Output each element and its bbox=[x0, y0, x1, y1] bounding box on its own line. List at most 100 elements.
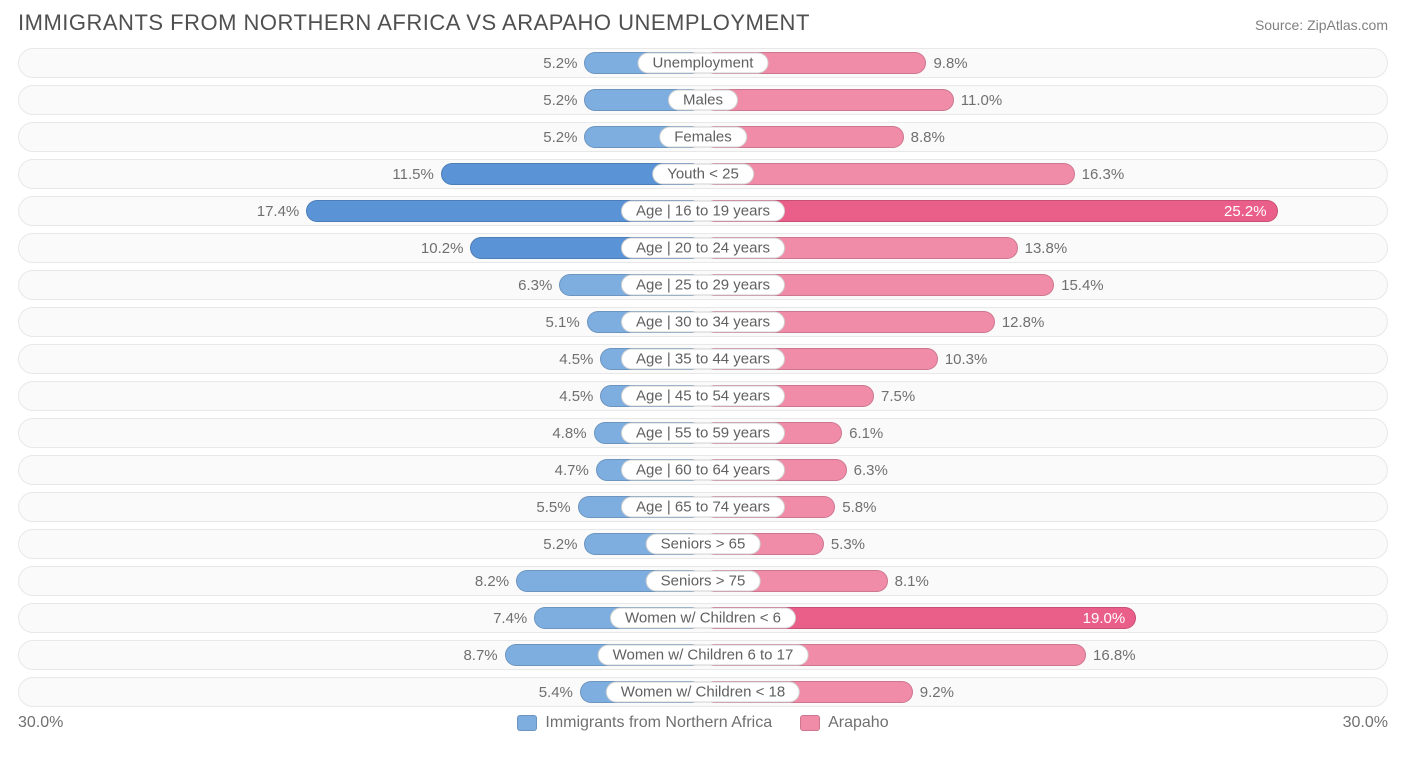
row-left-half: 5.5% bbox=[19, 493, 703, 521]
row-right-half: 9.8% bbox=[703, 49, 1387, 77]
value-label-right: 15.4% bbox=[1053, 277, 1112, 294]
row-right-half: 6.3% bbox=[703, 456, 1387, 484]
header: IMMIGRANTS FROM NORTHERN AFRICA VS ARAPA… bbox=[18, 10, 1388, 36]
row-right-half: 8.1% bbox=[703, 567, 1387, 595]
value-label-right: 13.8% bbox=[1017, 240, 1076, 257]
chart-row: 8.7%16.8%Women w/ Children 6 to 17 bbox=[18, 640, 1388, 670]
chart-row: 10.2% 13.8% Age | 20 to 24 years bbox=[18, 233, 1388, 263]
value-label-left: 5.2% bbox=[535, 55, 585, 72]
category-label: Age | 60 to 64 years bbox=[621, 460, 785, 481]
row-left-half: 4.5% bbox=[19, 382, 703, 410]
value-label-left: 5.4% bbox=[531, 684, 581, 701]
category-label: Seniors > 65 bbox=[646, 534, 761, 555]
legend: Immigrants from Northern Africa Arapaho bbox=[517, 714, 888, 732]
category-label: Women w/ Children < 18 bbox=[606, 682, 800, 703]
chart-row: 5.2% 9.8% Unemployment bbox=[18, 48, 1388, 78]
category-label: Age | 35 to 44 years bbox=[621, 349, 785, 370]
value-label-left: 4.8% bbox=[544, 425, 594, 442]
value-label-right: 7.5% bbox=[873, 388, 923, 405]
chart-row: 8.2%8.1%Seniors > 75 bbox=[18, 566, 1388, 596]
value-label-right: 6.1% bbox=[841, 425, 891, 442]
value-label-left: 10.2% bbox=[413, 240, 472, 257]
chart-footer: 30.0% Immigrants from Northern Africa Ar… bbox=[18, 714, 1388, 732]
row-right-half: 16.3% bbox=[703, 160, 1387, 188]
category-label: Males bbox=[668, 90, 738, 111]
row-left-half: 5.2% bbox=[19, 49, 703, 77]
row-left-half: 10.2% bbox=[19, 234, 703, 262]
category-label: Age | 20 to 24 years bbox=[621, 238, 785, 259]
row-right-half: 7.5% bbox=[703, 382, 1387, 410]
row-left-half: 5.2% bbox=[19, 86, 703, 114]
row-right-half: 13.8% bbox=[703, 234, 1387, 262]
value-label-right: 25.2% bbox=[1214, 203, 1277, 220]
legend-label-left: Immigrants from Northern Africa bbox=[545, 714, 772, 732]
row-left-half: 4.5% bbox=[19, 345, 703, 373]
chart-row: 4.5%7.5%Age | 45 to 54 years bbox=[18, 381, 1388, 411]
bar-right: 11.0% bbox=[703, 89, 954, 111]
chart-row: 4.5% 10.3% Age | 35 to 44 years bbox=[18, 344, 1388, 374]
row-right-half: 8.8% bbox=[703, 123, 1387, 151]
value-label-left: 5.2% bbox=[535, 536, 585, 553]
chart-row: 11.5%16.3%Youth < 25 bbox=[18, 159, 1388, 189]
row-right-half: 5.3% bbox=[703, 530, 1387, 558]
chart-row: 6.3% 15.4% Age | 25 to 29 years bbox=[18, 270, 1388, 300]
bar-right: 16.3% bbox=[703, 163, 1075, 185]
row-left-half: 4.8% bbox=[19, 419, 703, 447]
value-label-left: 17.4% bbox=[249, 203, 308, 220]
value-label-right: 6.3% bbox=[846, 462, 896, 479]
row-right-half: 15.4% bbox=[703, 271, 1387, 299]
legend-swatch-right bbox=[800, 715, 820, 731]
value-label-left: 5.5% bbox=[528, 499, 578, 516]
axis-max-right: 30.0% bbox=[1343, 714, 1388, 732]
value-label-left: 8.7% bbox=[455, 647, 505, 664]
category-label: Youth < 25 bbox=[652, 164, 754, 185]
chart-row: 5.2%8.8%Females bbox=[18, 122, 1388, 152]
row-left-half: 8.2% bbox=[19, 567, 703, 595]
value-label-left: 6.3% bbox=[510, 277, 560, 294]
row-left-half: 11.5% bbox=[19, 160, 703, 188]
row-right-half: 5.8% bbox=[703, 493, 1387, 521]
row-left-half: 7.4% bbox=[19, 604, 703, 632]
value-label-left: 11.5% bbox=[384, 166, 441, 183]
legend-item-right: Arapaho bbox=[800, 714, 889, 732]
chart-title: IMMIGRANTS FROM NORTHERN AFRICA VS ARAPA… bbox=[18, 10, 810, 36]
chart-row: 5.2%11.0%Males bbox=[18, 85, 1388, 115]
value-label-right: 8.1% bbox=[887, 573, 937, 590]
row-right-half: 9.2% bbox=[703, 678, 1387, 706]
category-label: Unemployment bbox=[638, 53, 769, 74]
value-label-left: 5.2% bbox=[535, 129, 585, 146]
row-right-half: 11.0% bbox=[703, 86, 1387, 114]
value-label-right: 19.0% bbox=[1073, 610, 1136, 627]
value-label-right: 10.3% bbox=[937, 351, 996, 368]
value-label-right: 11.0% bbox=[953, 92, 1010, 109]
row-right-half: 25.2% bbox=[703, 197, 1387, 225]
row-left-half: 5.2% bbox=[19, 530, 703, 558]
legend-item-left: Immigrants from Northern Africa bbox=[517, 714, 772, 732]
chart-row: 5.1%12.8%Age | 30 to 34 years bbox=[18, 307, 1388, 337]
chart-row: 7.4% 19.0% Women w/ Children < 6 bbox=[18, 603, 1388, 633]
value-label-left: 5.1% bbox=[538, 314, 588, 331]
value-label-right: 16.3% bbox=[1074, 166, 1133, 183]
value-label-right: 5.8% bbox=[834, 499, 884, 516]
row-left-half: 5.4% bbox=[19, 678, 703, 706]
row-right-half: 6.1% bbox=[703, 419, 1387, 447]
row-right-half: 12.8% bbox=[703, 308, 1387, 336]
row-left-half: 4.7% bbox=[19, 456, 703, 484]
category-label: Age | 25 to 29 years bbox=[621, 275, 785, 296]
category-label: Women w/ Children < 6 bbox=[610, 608, 796, 629]
value-label-right: 8.8% bbox=[903, 129, 953, 146]
value-label-right: 5.3% bbox=[823, 536, 873, 553]
legend-swatch-left bbox=[517, 715, 537, 731]
category-label: Age | 16 to 19 years bbox=[621, 201, 785, 222]
chart-row: 4.8% 6.1% Age | 55 to 59 years bbox=[18, 418, 1388, 448]
axis-max-left: 30.0% bbox=[18, 714, 63, 732]
row-left-half: 5.2% bbox=[19, 123, 703, 151]
chart-row: 5.5%5.8%Age | 65 to 74 years bbox=[18, 492, 1388, 522]
chart-row: 5.4% 9.2%Women w/ Children < 18 bbox=[18, 677, 1388, 707]
value-label-right: 12.8% bbox=[994, 314, 1053, 331]
chart-area: 5.2%9.8%Unemployment5.2%11.0%Males5.2%8.… bbox=[18, 48, 1388, 707]
value-label-right: 9.8% bbox=[925, 55, 975, 72]
value-label-left: 5.2% bbox=[535, 92, 585, 109]
category-label: Age | 55 to 59 years bbox=[621, 423, 785, 444]
value-label-left: 7.4% bbox=[485, 610, 535, 627]
